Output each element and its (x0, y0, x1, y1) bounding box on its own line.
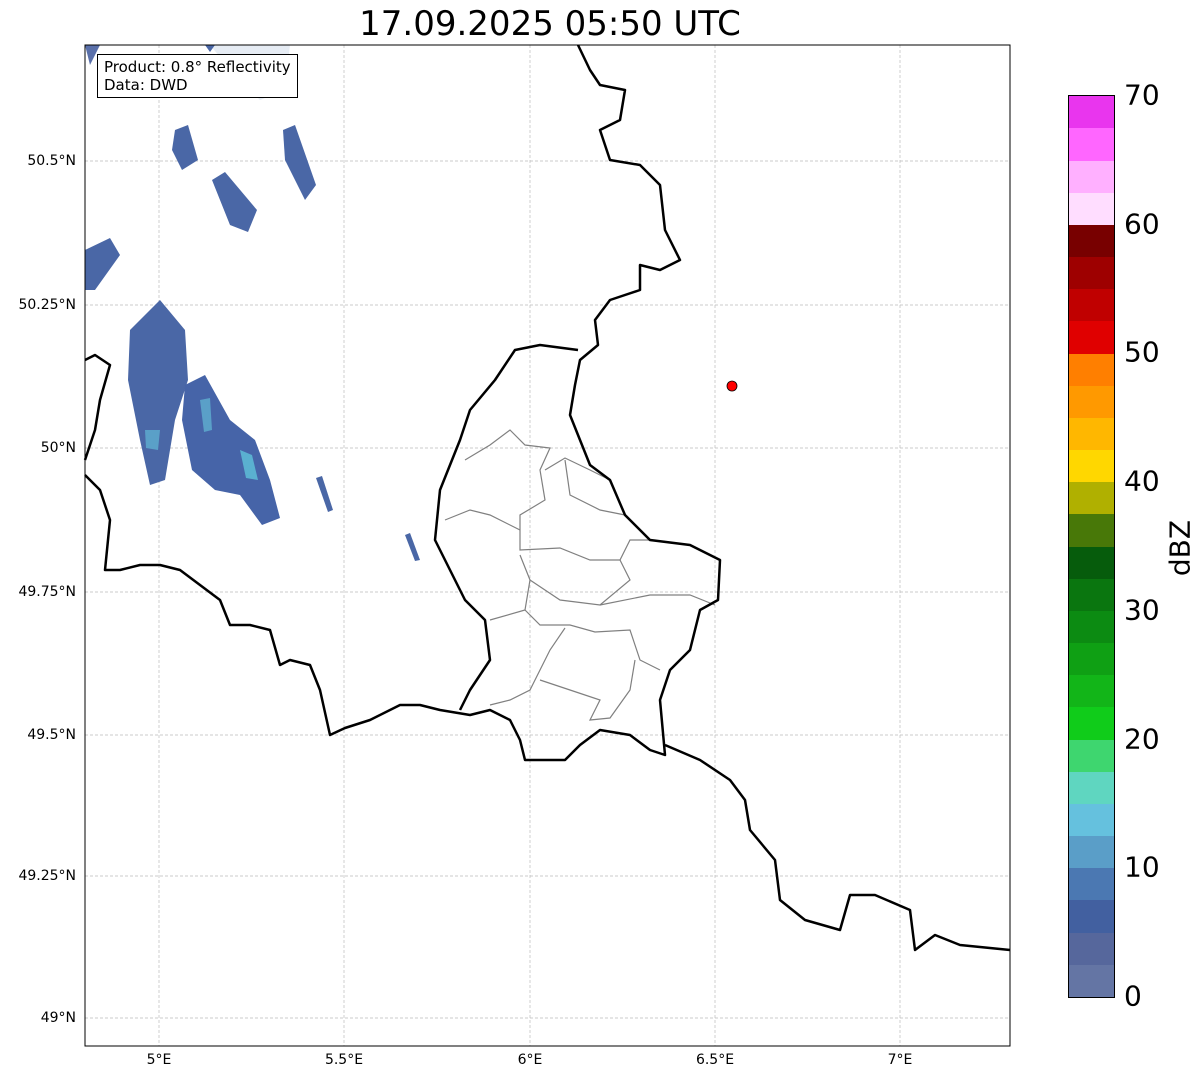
colorbar-bin (1069, 482, 1114, 515)
country-borders (83, 44, 1011, 952)
colorbar-bin (1069, 321, 1114, 354)
colorbar-label: dBZ (1163, 519, 1197, 577)
reflectivity-echoes (85, 45, 420, 561)
colorbar-bin (1069, 803, 1114, 837)
colorbar-tick-label: 50 (1124, 335, 1160, 369)
colorbar-tick-label: 40 (1124, 464, 1160, 498)
lon-tick-label: 6.5°E (695, 1052, 735, 1068)
lat-tick-label: 49°N (40, 1010, 76, 1026)
colorbar-bin (1069, 128, 1114, 161)
colorbar-bin (1069, 964, 1114, 997)
colorbar-bin (1069, 257, 1114, 290)
colorbar-bin (1069, 546, 1114, 579)
lat-tick-label: 49.25°N (18, 868, 76, 884)
colorbar-bin (1069, 96, 1114, 129)
colorbar-bin (1069, 578, 1114, 611)
map-title: 17.09.2025 05:50 UTC (359, 4, 741, 44)
colorbar (1068, 95, 1115, 998)
colorbar-bin (1069, 932, 1114, 965)
colorbar-bin (1069, 900, 1114, 933)
product-label: Product: 0.8° Reflectivity (104, 58, 291, 76)
colorbar-bin (1069, 739, 1114, 772)
colorbar-bin (1069, 160, 1114, 193)
radar-station-marker (726, 380, 738, 392)
colorbar-tick-label: 0 (1124, 979, 1142, 1013)
colorbar-bin (1069, 610, 1114, 644)
lon-tick-label: 6°E (517, 1052, 543, 1068)
lat-tick-label: 50.5°N (27, 153, 76, 169)
colorbar-bin (1069, 868, 1114, 901)
colorbar-tick-label: 10 (1124, 850, 1160, 884)
district-boundaries (444, 429, 716, 721)
colorbar-bin (1069, 417, 1114, 451)
colorbar-bin (1069, 675, 1114, 708)
lat-tick-label: 50.25°N (18, 297, 76, 313)
colorbar-tick-label: 20 (1124, 722, 1160, 756)
colorbar-bin (1069, 353, 1114, 386)
colorbar-bin (1069, 192, 1114, 225)
colorbar-bin (1069, 836, 1114, 869)
colorbar-bin (1069, 771, 1114, 804)
colorbar-bin (1069, 707, 1114, 740)
colorbar-tick-label: 70 (1124, 78, 1160, 112)
colorbar-bin (1069, 385, 1114, 418)
lat-tick-label: 49.75°N (18, 584, 76, 600)
colorbar-bin (1069, 643, 1114, 676)
lon-tick-label: 5.5°E (324, 1052, 364, 1068)
colorbar-bin (1069, 224, 1114, 258)
colorbar-bin (1069, 514, 1114, 547)
colorbar-tick-label: 60 (1124, 207, 1160, 241)
colorbar-bin (1069, 289, 1114, 322)
map-frame (84, 44, 1011, 1047)
lat-tick-label: 50°N (40, 440, 76, 456)
lon-tick-label: 5°E (146, 1052, 172, 1068)
data-source-label: Data: DWD (104, 76, 188, 94)
lat-tick-label: 49.5°N (27, 727, 76, 743)
lon-tick-label: 7°E (887, 1052, 913, 1068)
product-info-box: Product: 0.8° Reflectivity Data: DWD (97, 54, 298, 98)
colorbar-tick-label: 30 (1124, 593, 1160, 627)
colorbar-bin (1069, 450, 1114, 483)
